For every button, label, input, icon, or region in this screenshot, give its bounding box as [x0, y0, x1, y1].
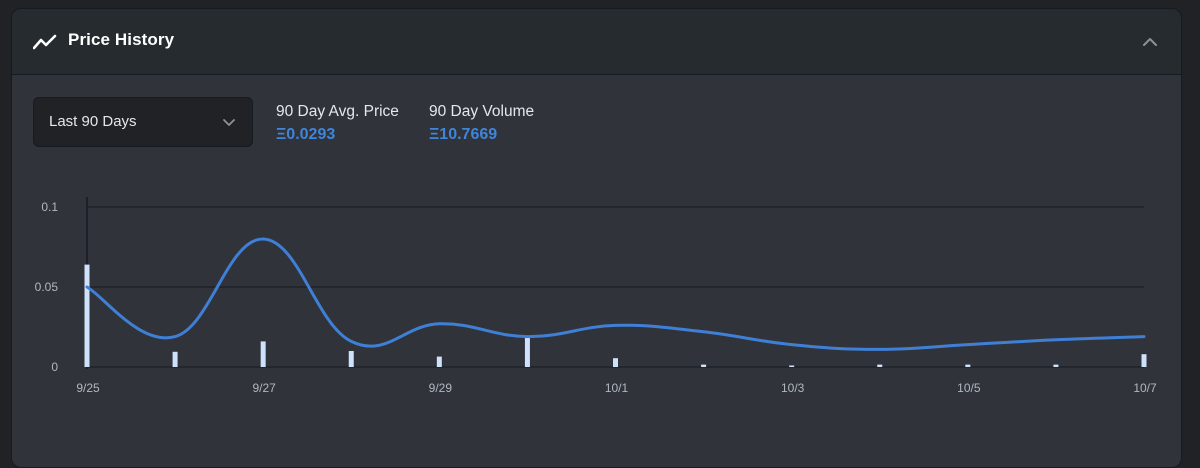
y-tick-label: 0.1 — [41, 200, 58, 214]
x-tick-label: 9/27 — [252, 381, 276, 395]
volume-bar — [965, 364, 971, 367]
volume-bar — [1053, 364, 1059, 367]
volume-bar — [436, 356, 442, 367]
volume-label: 90 Day Volume — [429, 103, 535, 120]
time-range-select[interactable]: Last 90 Days — [33, 97, 253, 147]
volume-bar — [348, 351, 354, 367]
x-tick-label: 10/1 — [605, 381, 629, 395]
volume-bar — [1141, 354, 1147, 367]
x-tick-label: 9/29 — [429, 381, 453, 395]
volume-bar — [260, 341, 266, 367]
chevron-down-icon — [223, 119, 235, 126]
time-range-value: Last 90 Days — [49, 113, 137, 130]
volume-stat: 90 Day Volume Ξ10.7669 — [429, 103, 534, 144]
volume-bar — [84, 264, 90, 367]
panel-title: Price History — [68, 30, 175, 49]
volume-bar — [613, 358, 618, 367]
y-tick-label: 0.05 — [35, 280, 59, 294]
chevron-up-icon[interactable] — [1139, 31, 1161, 53]
x-tick-label: 9/25 — [76, 381, 100, 395]
price-history-chart: 0 0.05 0.1 9/25 9/27 9/29 10/1 10/3 10/5 10/7 — [35, 197, 1157, 395]
volume-bar — [789, 365, 795, 367]
volume-bar — [172, 351, 178, 367]
price-history-panel: Price History Last 90 Days 90 Day Avg. P… — [11, 8, 1182, 468]
panel-header[interactable]: Price History — [12, 9, 1181, 75]
volume-bar — [524, 336, 530, 367]
volume-value: Ξ10.7669 — [429, 126, 498, 143]
trending-line-icon — [33, 34, 57, 50]
x-tick-label: 10/7 — [1133, 381, 1157, 395]
x-tick-label: 10/5 — [957, 381, 981, 395]
avg-price-stat: 90 Day Avg. Price Ξ0.0293 — [276, 103, 399, 144]
avg-price-value: Ξ0.0293 — [276, 126, 336, 143]
y-tick-label: 0 — [51, 360, 58, 374]
volume-bar — [701, 364, 707, 367]
avg-price-label: 90 Day Avg. Price — [276, 103, 399, 120]
price-line — [85, 237, 1146, 351]
x-tick-label: 10/3 — [781, 381, 805, 395]
volume-bar — [877, 364, 883, 367]
